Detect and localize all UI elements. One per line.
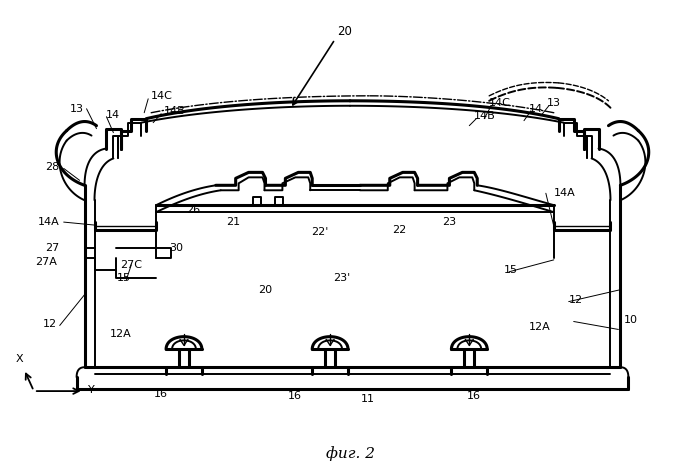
Text: X: X [16, 354, 24, 364]
Text: 11: 11 [361, 394, 375, 404]
Text: 12A: 12A [109, 329, 131, 339]
Text: 30: 30 [169, 243, 183, 253]
Text: 13: 13 [547, 98, 561, 108]
Text: 14B: 14B [475, 111, 496, 121]
Text: 28: 28 [46, 163, 60, 173]
Text: 22': 22' [312, 227, 329, 237]
Text: 15: 15 [504, 265, 518, 275]
Text: 12: 12 [43, 319, 57, 329]
Text: 27C: 27C [120, 260, 142, 270]
Text: 16: 16 [468, 391, 482, 401]
Text: 14: 14 [106, 109, 120, 120]
Text: 10: 10 [624, 315, 638, 325]
Text: 23: 23 [442, 217, 456, 227]
Text: 14A: 14A [38, 217, 60, 227]
Text: Y: Y [88, 385, 94, 395]
Text: 20: 20 [258, 285, 272, 295]
Text: 23': 23' [333, 273, 351, 283]
Text: 12: 12 [568, 295, 583, 305]
Text: 13: 13 [69, 104, 83, 114]
Text: 27: 27 [46, 243, 60, 253]
Text: 14B: 14B [164, 106, 186, 116]
Text: 14: 14 [529, 104, 543, 114]
Text: 22: 22 [393, 225, 407, 235]
Text: 27A: 27A [35, 257, 57, 267]
Text: фиг. 2: фиг. 2 [326, 447, 374, 461]
Text: 14C: 14C [489, 98, 511, 108]
Text: 16: 16 [288, 391, 302, 401]
Text: 12A: 12A [529, 322, 551, 332]
Text: 15: 15 [116, 273, 130, 283]
Text: 21: 21 [225, 217, 240, 227]
Text: 26: 26 [186, 205, 200, 215]
Text: 16: 16 [154, 389, 168, 399]
Text: 14A: 14A [554, 188, 575, 198]
Text: 14C: 14C [151, 91, 173, 101]
Text: 20: 20 [337, 25, 353, 38]
